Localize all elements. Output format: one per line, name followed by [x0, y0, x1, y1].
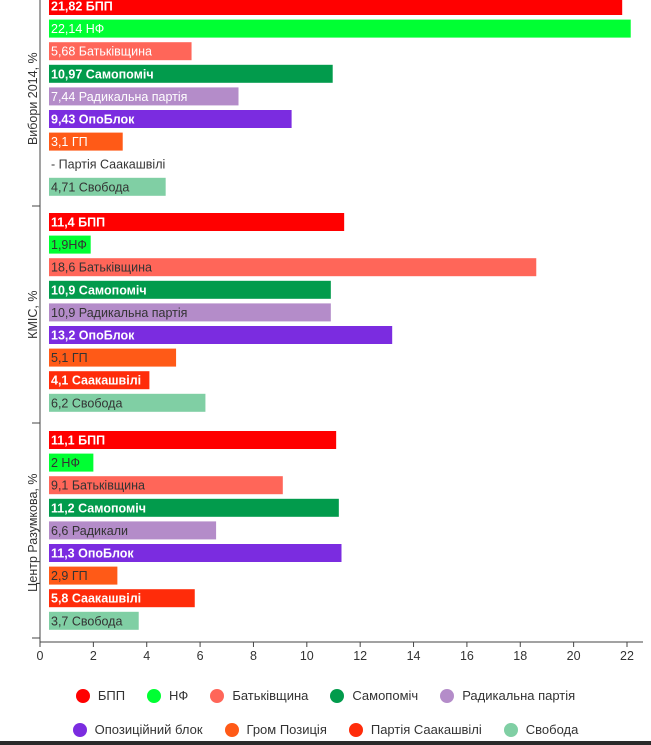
bar-samo[interactable]	[49, 280, 331, 299]
x-tick-label: 16	[460, 649, 474, 663]
bottom-strip	[0, 741, 651, 745]
x-tick-label: 0	[37, 649, 44, 663]
legend-row-2: Опозиційний блок Гром Позиція Партія Саака…	[0, 722, 651, 737]
bar-label: 11,3 ОпоБлок	[51, 547, 134, 561]
legend-dot-icon	[348, 722, 363, 737]
group-label: Вибори 2014, %	[26, 52, 40, 145]
bar-label: 13,2 ОпоБлок	[51, 329, 135, 343]
x-tick-label: 2	[90, 649, 97, 663]
x-tick-label: 4	[143, 649, 150, 663]
legend-label: Самопоміч	[352, 688, 419, 703]
bar-opo[interactable]	[49, 110, 292, 128]
bar-label: 7,44 Радикальна партія	[51, 90, 187, 104]
bar-label: 2 НФ	[51, 456, 80, 470]
bar-label: 3,1 ГП	[51, 135, 88, 149]
bar-label: 6,2 Свобода	[51, 396, 122, 410]
bar-opo[interactable]	[49, 326, 393, 344]
legend-dot-icon	[210, 688, 225, 703]
bar-bpp[interactable]	[49, 213, 345, 231]
legend-dot-icon	[75, 688, 90, 703]
bar-label: 5,68 Батьківщина	[51, 45, 152, 59]
bar-label: 2,9 ГП	[51, 569, 88, 583]
bar-label: 10,9 Радикальна партія	[51, 306, 187, 320]
bar-svob[interactable]	[49, 177, 166, 196]
legend-dot-icon	[147, 688, 162, 703]
bar-grom[interactable]	[49, 348, 177, 367]
x-tick-label: 20	[567, 649, 581, 663]
legend-item-bpp[interactable]: БПП	[75, 688, 126, 703]
legend-label: Партія Саакашвілі	[370, 722, 482, 737]
legend-item-opo[interactable]: Опозиційний блок	[72, 722, 203, 737]
bar-rad[interactable]	[49, 87, 239, 106]
bar-label: 4,71 Свобода	[51, 180, 129, 194]
x-tick-label: 14	[407, 649, 421, 663]
group-label: Центр Разумкова, %	[26, 474, 40, 592]
bar-label: 11,1 БПП	[51, 434, 105, 448]
bar-nf[interactable]	[49, 235, 91, 254]
x-tick-label: 22	[620, 649, 634, 663]
bar-samo[interactable]	[49, 498, 339, 517]
legend-label: Гром Позиція	[246, 722, 327, 737]
bar-bpp[interactable]	[49, 431, 337, 449]
bar-label: 18,6 Батьківщина	[51, 261, 152, 275]
legend-item-saak[interactable]: Партія Саакашвілі	[348, 722, 482, 737]
legend-dot-icon	[224, 722, 239, 737]
bar-label: - Партія Саакашвілі	[51, 158, 165, 172]
bar-batk[interactable]	[49, 258, 537, 277]
legend-item-samo[interactable]: Самопоміч	[330, 688, 418, 703]
legend-dot-icon	[503, 722, 518, 737]
bar-label: 11,4 БПП	[51, 216, 105, 230]
bar-grom[interactable]	[49, 132, 123, 151]
legend-item-svob[interactable]: Свобода	[503, 722, 579, 737]
legend-item-batk[interactable]: Батьківщина	[210, 688, 308, 703]
legend-dot-icon	[72, 722, 87, 737]
bar-svob[interactable]	[49, 611, 139, 630]
legend-label: БПП	[97, 688, 126, 703]
bar-label: 10,97 Самопоміч	[51, 67, 154, 81]
legend-dot-icon	[440, 688, 455, 703]
bar-label: 9,43 ОпоБлок	[51, 113, 135, 127]
bar-rad[interactable]	[49, 521, 217, 540]
x-tick-label: 12	[353, 649, 367, 663]
legend-label: Радикальна партія	[462, 688, 576, 703]
bar-bpp[interactable]	[49, 0, 623, 15]
legend-label: Батьківщина	[232, 688, 309, 703]
x-tick-label: 8	[250, 649, 257, 663]
bar-label: 3,7 Свобода	[51, 614, 122, 628]
bar-chart: 21,82 БПП 22,14 НФ 5,68 Батьківщина 10,97 С…	[26, 0, 643, 663]
bar-saak[interactable]	[49, 589, 195, 608]
bar-label: 9,1 Батьківщина	[51, 479, 145, 493]
bar-nf[interactable]	[49, 19, 631, 38]
bar-batk[interactable]	[49, 476, 283, 495]
legend-label: НФ	[169, 688, 189, 703]
bar-rad[interactable]	[49, 303, 331, 322]
bar-svob[interactable]	[49, 393, 206, 412]
legend-item-rad[interactable]: Радикальна партія	[440, 688, 575, 703]
bar-samo[interactable]	[49, 64, 333, 83]
bar-label: 10,9 Самопоміч	[51, 283, 147, 297]
legend-item-nf[interactable]: НФ	[147, 688, 188, 703]
bar-grom[interactable]	[49, 566, 118, 585]
x-tick-label: 6	[197, 649, 204, 663]
bar-nf[interactable]	[49, 453, 94, 472]
legend-item-grom[interactable]: Гром Позиція	[224, 722, 327, 737]
legend-label: Опозиційний блок	[94, 722, 203, 737]
bar-label: 5,1 ГП	[51, 351, 88, 365]
bar-label: 1,9НФ	[51, 238, 87, 252]
bar-label: 4,1 Саакашвілі	[51, 374, 141, 388]
bar-opo[interactable]	[49, 544, 342, 562]
bar-label: 6,6 Радикали	[51, 524, 128, 538]
legend-label: Свобода	[525, 722, 579, 737]
group-label: КМІС, %	[26, 291, 40, 339]
bar-label: 21,82 БПП	[51, 0, 113, 14]
legend-row-1: БПП НФ Батьківщина Самопоміч Радикальна парт…	[0, 688, 651, 703]
bar-batk[interactable]	[49, 42, 192, 61]
bar-label: 22,14 НФ	[51, 22, 104, 36]
bar-label: 5,8 Саакашвілі	[51, 592, 141, 606]
bar-label: 11,2 Самопоміч	[51, 501, 146, 515]
x-tick-label: 10	[300, 649, 314, 663]
legend-dot-icon	[330, 688, 345, 703]
bar-saak[interactable]	[49, 371, 150, 390]
x-tick-label: 18	[513, 649, 527, 663]
